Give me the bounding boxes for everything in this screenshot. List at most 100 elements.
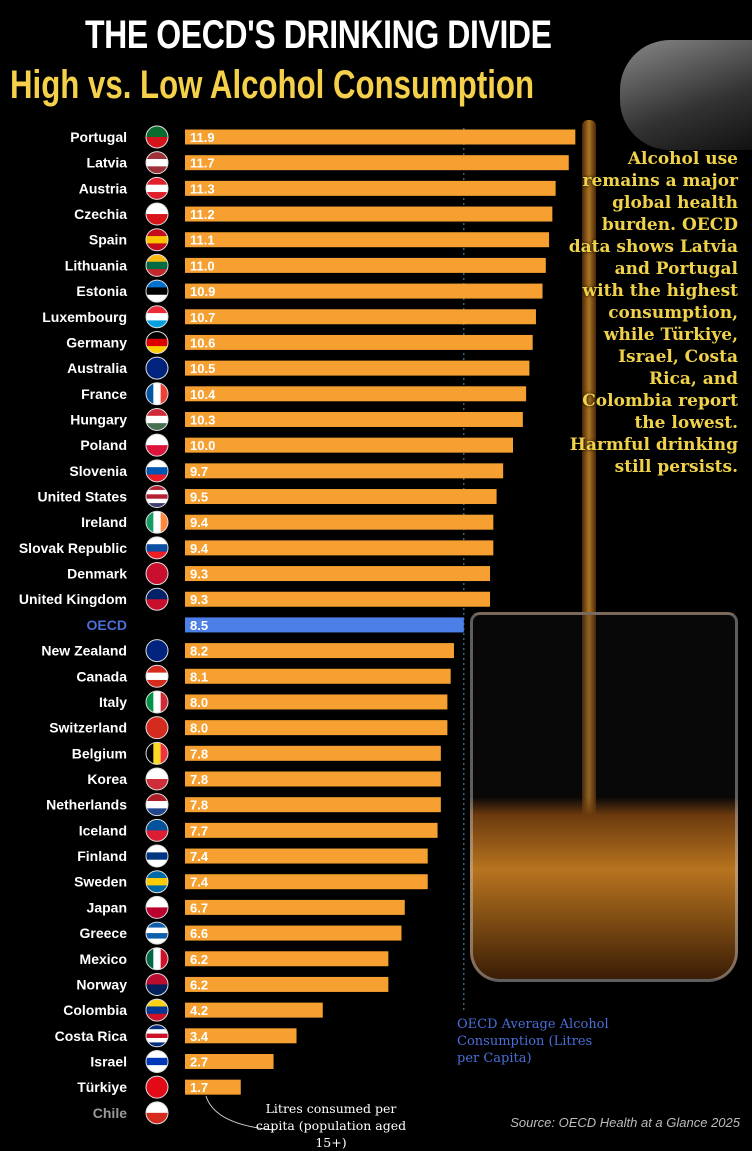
flag-icon bbox=[145, 1049, 169, 1073]
bar bbox=[185, 257, 546, 273]
data-label: 10.3 bbox=[190, 412, 215, 427]
category-label: United States bbox=[38, 489, 128, 505]
flag-icon bbox=[145, 1101, 169, 1125]
bar bbox=[185, 951, 389, 967]
category-label: Costa Rica bbox=[55, 1028, 128, 1044]
flag-icon bbox=[145, 176, 169, 200]
data-label: 11.0 bbox=[190, 258, 215, 273]
flag-icon bbox=[145, 382, 169, 406]
category-label: Austria bbox=[79, 180, 127, 196]
bar bbox=[185, 797, 441, 813]
bar bbox=[185, 155, 569, 171]
data-label: 7.7 bbox=[190, 823, 208, 838]
category-label: Czechia bbox=[74, 206, 127, 222]
category-label: Israel bbox=[90, 1053, 127, 1069]
data-label: 6.2 bbox=[190, 952, 208, 967]
bar bbox=[185, 334, 533, 350]
flag-icon bbox=[145, 947, 169, 971]
data-label: 8.0 bbox=[190, 721, 208, 736]
bar bbox=[185, 540, 494, 556]
bar bbox=[185, 437, 513, 453]
category-label: Luxembourg bbox=[42, 309, 127, 325]
flag-icon bbox=[145, 818, 169, 842]
bar bbox=[185, 232, 550, 248]
bar bbox=[185, 694, 448, 710]
bar bbox=[185, 411, 523, 427]
data-label: 10.4 bbox=[190, 387, 216, 402]
data-label: 7.8 bbox=[190, 746, 208, 761]
data-label: 9.4 bbox=[190, 515, 209, 530]
flag-icon bbox=[145, 895, 169, 919]
category-label: OECD bbox=[87, 617, 127, 633]
data-label: 7.8 bbox=[190, 772, 208, 787]
flag-icon bbox=[145, 253, 169, 277]
data-label: 8.2 bbox=[190, 644, 208, 659]
category-label: Canada bbox=[76, 668, 127, 684]
category-label: Portugal bbox=[70, 129, 127, 145]
category-label: Germany bbox=[66, 334, 127, 350]
source-text: Source: OECD Health at a Glance 2025 bbox=[510, 1115, 740, 1130]
data-label: 11.2 bbox=[190, 207, 215, 222]
flag-icon bbox=[145, 793, 169, 817]
bar bbox=[185, 591, 491, 607]
flag-icon bbox=[145, 921, 169, 945]
flag-icon bbox=[145, 716, 169, 740]
category-label: United Kingdom bbox=[19, 591, 127, 607]
data-label: 11.7 bbox=[190, 156, 215, 171]
chart-title: THE OECD'S DRINKING DIVIDE bbox=[85, 13, 552, 57]
category-label: Italy bbox=[99, 694, 127, 710]
category-label: Spain bbox=[89, 232, 127, 248]
category-label: Mexico bbox=[80, 951, 127, 967]
flag-icon bbox=[145, 1075, 169, 1099]
arrow-icon bbox=[205, 1095, 276, 1131]
data-label: 7.4 bbox=[190, 849, 209, 864]
category-label: Hungary bbox=[70, 411, 127, 427]
flag-icon bbox=[145, 407, 169, 431]
flag-icon bbox=[145, 972, 169, 996]
flag-icon bbox=[145, 125, 169, 149]
flag-icon bbox=[145, 279, 169, 303]
category-label: Japan bbox=[87, 899, 127, 915]
data-label: 8.0 bbox=[190, 695, 208, 710]
flag-icon bbox=[145, 536, 169, 560]
bar bbox=[185, 925, 402, 941]
flag-icon bbox=[145, 510, 169, 534]
category-label: Türkiye bbox=[77, 1079, 127, 1095]
category-label: Norway bbox=[76, 976, 127, 992]
bar bbox=[185, 720, 448, 736]
bar bbox=[185, 360, 530, 376]
category-label: Netherlands bbox=[46, 797, 127, 813]
category-label: Iceland bbox=[79, 822, 127, 838]
whisky-glass-image bbox=[470, 612, 738, 982]
bar bbox=[185, 848, 428, 864]
category-label: Switzerland bbox=[49, 720, 127, 736]
data-label: 10.6 bbox=[190, 335, 215, 350]
flag-icon bbox=[145, 767, 169, 791]
category-label: Chile bbox=[93, 1105, 127, 1121]
category-label: Estonia bbox=[76, 283, 127, 299]
category-label: Ireland bbox=[81, 514, 127, 530]
flag-icon bbox=[145, 459, 169, 483]
data-label: 7.8 bbox=[190, 798, 208, 813]
chart-subtitle: High vs. Low Alcohol Consumption bbox=[10, 63, 535, 107]
data-label: 9.3 bbox=[190, 592, 208, 607]
flag-icon bbox=[145, 433, 169, 457]
flag-icon bbox=[145, 664, 169, 688]
category-label: Slovenia bbox=[69, 463, 127, 479]
category-label: Denmark bbox=[67, 566, 127, 582]
data-label: 3.4 bbox=[190, 1029, 209, 1044]
flag-icon bbox=[145, 485, 169, 509]
flag-icon bbox=[145, 151, 169, 175]
data-label: 8.1 bbox=[190, 669, 208, 684]
category-label: France bbox=[81, 386, 127, 402]
bar bbox=[185, 1053, 274, 1069]
flag-icon bbox=[145, 305, 169, 329]
flag-icon bbox=[145, 228, 169, 252]
bar bbox=[185, 771, 441, 787]
unit-note: Litres consumed per capita (population a… bbox=[255, 1101, 407, 1150]
data-label: 8.5 bbox=[190, 618, 208, 633]
bar bbox=[185, 283, 543, 299]
oecd-average-note: OECD Average Alcohol Consumption (Litres… bbox=[457, 1017, 609, 1066]
oecd-bar bbox=[185, 617, 464, 633]
data-label: 6.6 bbox=[190, 926, 208, 941]
